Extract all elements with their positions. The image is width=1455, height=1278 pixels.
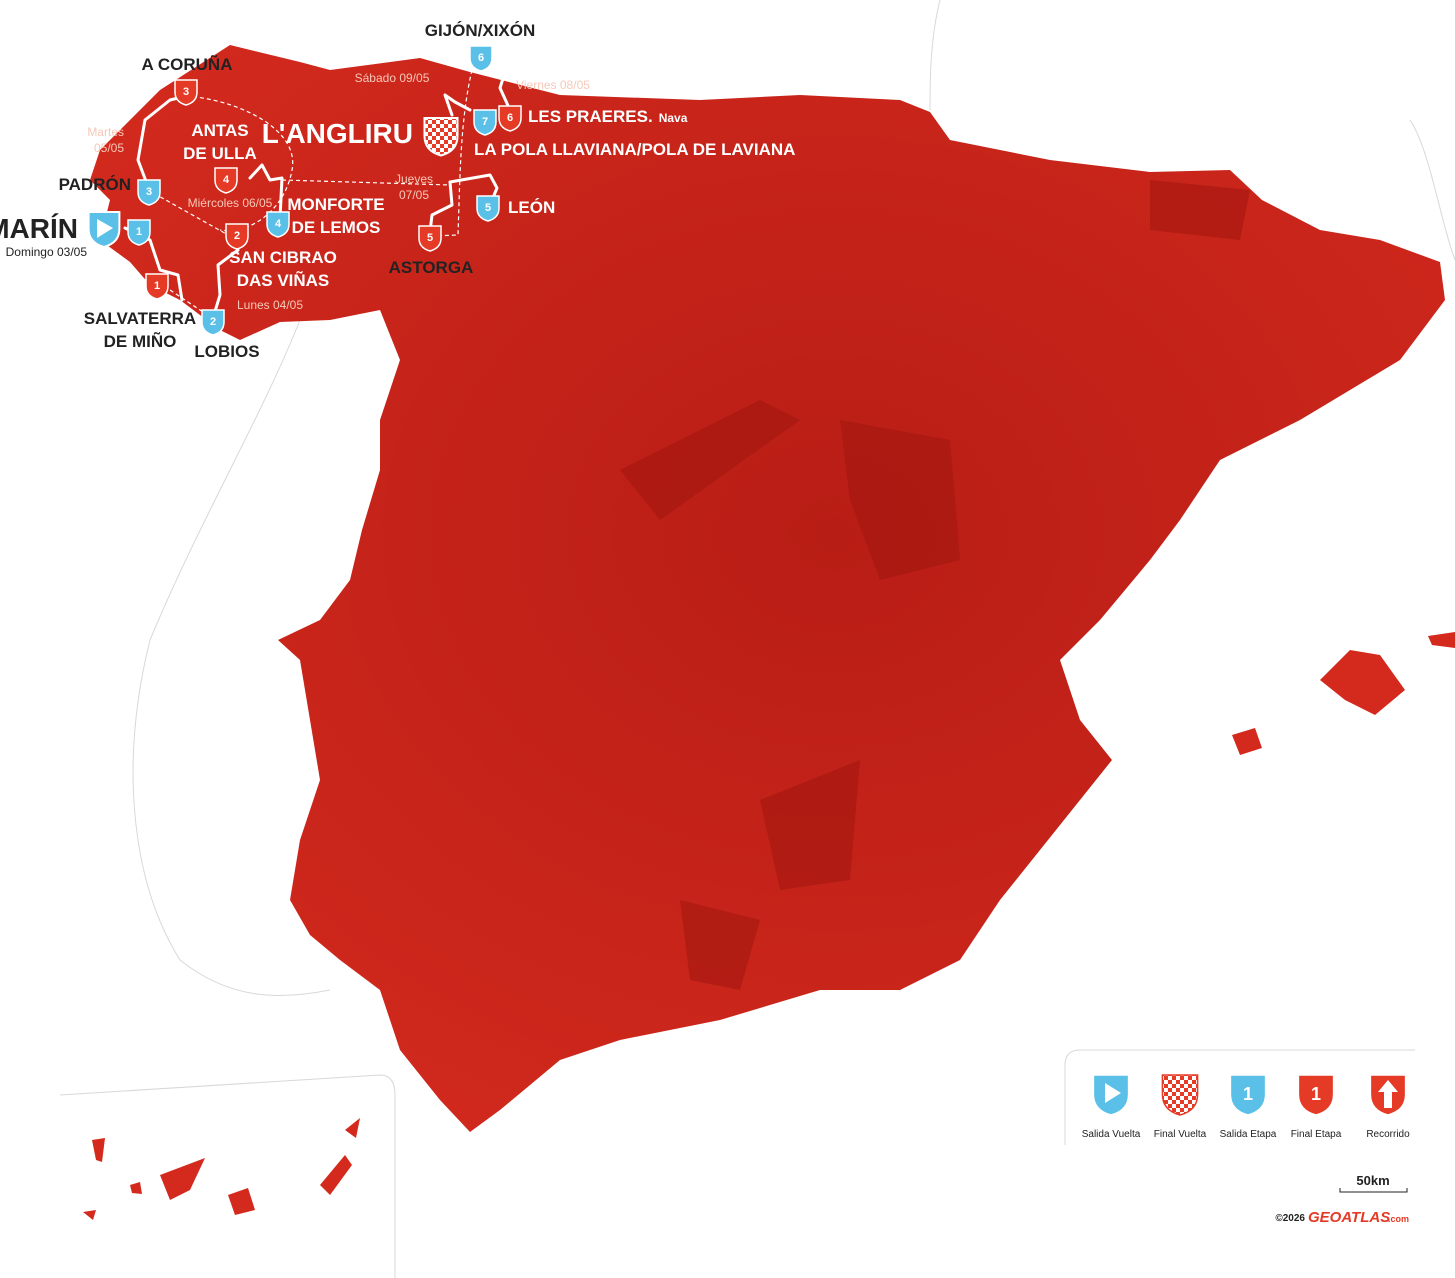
place-label: ANTAS xyxy=(191,121,248,140)
marker-number: 2 xyxy=(234,230,240,242)
marker-number: 5 xyxy=(427,232,433,244)
stage-date: Domingo 03/05 xyxy=(6,245,88,259)
place-label: DE LEMOS xyxy=(292,218,381,237)
marker-number: 3 xyxy=(146,186,152,198)
place-label: A CORUÑA xyxy=(142,54,233,74)
place-label: MARÍN xyxy=(0,213,78,244)
menorca xyxy=(1428,632,1455,648)
legend-number: 1 xyxy=(1243,1084,1253,1104)
place-label: MONFORTE xyxy=(287,195,384,214)
brand-suffix: .com xyxy=(1388,1214,1409,1224)
mallorca xyxy=(1320,650,1405,715)
canary-islands xyxy=(83,1118,360,1220)
place-label: L'ANGLIRU xyxy=(262,118,413,149)
place-label: SALVATERRA xyxy=(84,309,196,328)
legend-label: Salida Etapa xyxy=(1220,1129,1277,1140)
race-finish xyxy=(425,118,458,156)
legend-number: 1 xyxy=(1311,1084,1321,1104)
stage-date: Lunes 04/05 xyxy=(237,298,303,312)
legend-icon xyxy=(1162,1075,1197,1115)
place-label: GIJÓN/XIXÓN xyxy=(425,21,536,40)
legend-label: Final Vuelta xyxy=(1154,1129,1207,1140)
ibiza xyxy=(1232,728,1262,755)
marker-number: 4 xyxy=(223,174,230,186)
marker-number: 6 xyxy=(478,52,484,64)
marker-number: 3 xyxy=(183,86,189,98)
place-label: SAN CIBRAO xyxy=(229,248,337,267)
place-label: DE MIÑO xyxy=(104,331,177,351)
marker-number: 5 xyxy=(485,202,491,214)
copyright: ©2026 xyxy=(1275,1213,1305,1224)
stage-date: Sábado 09/05 xyxy=(355,71,430,85)
legend-label: Salida Vuelta xyxy=(1082,1129,1141,1140)
place-label: LES PRAERES. xyxy=(528,107,653,126)
brand: GEOATLAS xyxy=(1308,1209,1390,1226)
stage-date: Jueves xyxy=(395,172,433,186)
place-label: DAS VIÑAS xyxy=(237,270,330,290)
place-label: LOBIOS xyxy=(194,342,259,361)
legend-label: Final Etapa xyxy=(1291,1129,1342,1140)
legend-label: Recorrido xyxy=(1366,1129,1410,1140)
legend: Salida Vuelta Final Vuelta 1 Salida Etapa 1 F… xyxy=(1082,1075,1410,1140)
place-note: Nava xyxy=(659,111,688,125)
marker-number: 7 xyxy=(482,116,488,128)
stage-date: Martes xyxy=(87,125,124,139)
stage-date: 05/05 xyxy=(94,141,124,155)
map: 1 1 2 2 3 3 4 4 5 5 6 6 7 MARÍN SALVATERRA DE MIÑO LOBI… xyxy=(0,0,1455,1278)
scale-label: 50km xyxy=(1356,1173,1389,1188)
scale-bar xyxy=(1340,1188,1407,1192)
marker-number: 6 xyxy=(507,112,513,124)
place-label: DE ULLA xyxy=(183,144,257,163)
marker-number: 2 xyxy=(210,316,216,328)
marker-number: 1 xyxy=(136,226,142,238)
stage-date: 07/05 xyxy=(399,188,429,202)
stage-date: Miércoles 06/05 xyxy=(188,196,273,210)
marker-number: 1 xyxy=(154,280,160,292)
place-label: LA POLA LLAVIANA/POLA DE LAVIANA xyxy=(474,140,795,159)
place-label: PADRÓN xyxy=(59,175,131,194)
place-label: ASTORGA xyxy=(389,258,474,277)
marker-number: 4 xyxy=(275,218,282,230)
stage-date: Viernes 08/05 xyxy=(516,78,590,92)
place-label: LEÓN xyxy=(508,198,555,217)
